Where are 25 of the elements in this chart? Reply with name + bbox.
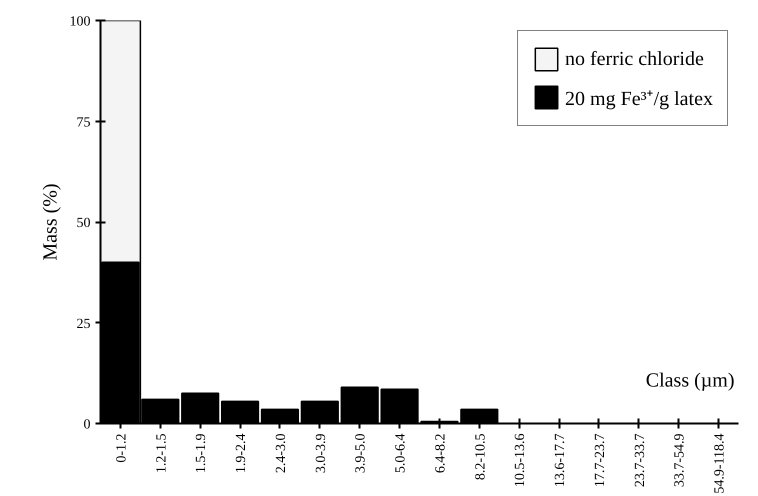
x-tick-label: 1.5-1.9	[194, 433, 210, 474]
y-tick-label: 50	[76, 216, 90, 231]
legend-label: no ferric chloride	[565, 48, 704, 70]
y-tick-label: 25	[76, 316, 90, 332]
x-tick-label: 3.9-5.0	[354, 433, 369, 474]
y-tick-label: 0	[84, 418, 90, 432]
y-tick-label: 75	[76, 115, 90, 130]
x-tick-label: 6.4-8.2	[433, 433, 448, 474]
x-tick-label: 13.6-17.7	[553, 433, 568, 488]
x-tick-label: 23.7-33.7	[632, 433, 648, 488]
x-tick-label: 5.0-6.4	[394, 433, 409, 474]
x-tick-label: 54.9-118.4	[712, 433, 728, 494]
y-tick-label: 100	[70, 14, 90, 30]
x-tick-label: 33.7-54.9	[672, 433, 688, 488]
x-tick-label: 10.5-13.6	[513, 433, 528, 488]
x-tick-label: 3.0-3.9	[314, 433, 329, 474]
y-axis-title: Mass (%)	[40, 183, 62, 261]
x-tick-label: 1.2-1.5	[154, 433, 170, 474]
x-tick-label: 0-1.2	[114, 433, 130, 463]
x-tick-label: 1.9-2.4	[234, 433, 250, 474]
x-tick-label: 8.2-10.5	[473, 433, 488, 480]
legend-label: 20 mg Fe³⁺/g latex	[565, 86, 713, 110]
x-tick-label: 2.4-3.0	[274, 433, 289, 474]
x-tick-label: 17.7-23.7	[592, 433, 608, 488]
x-axis-title: Class (µm)	[646, 369, 735, 392]
